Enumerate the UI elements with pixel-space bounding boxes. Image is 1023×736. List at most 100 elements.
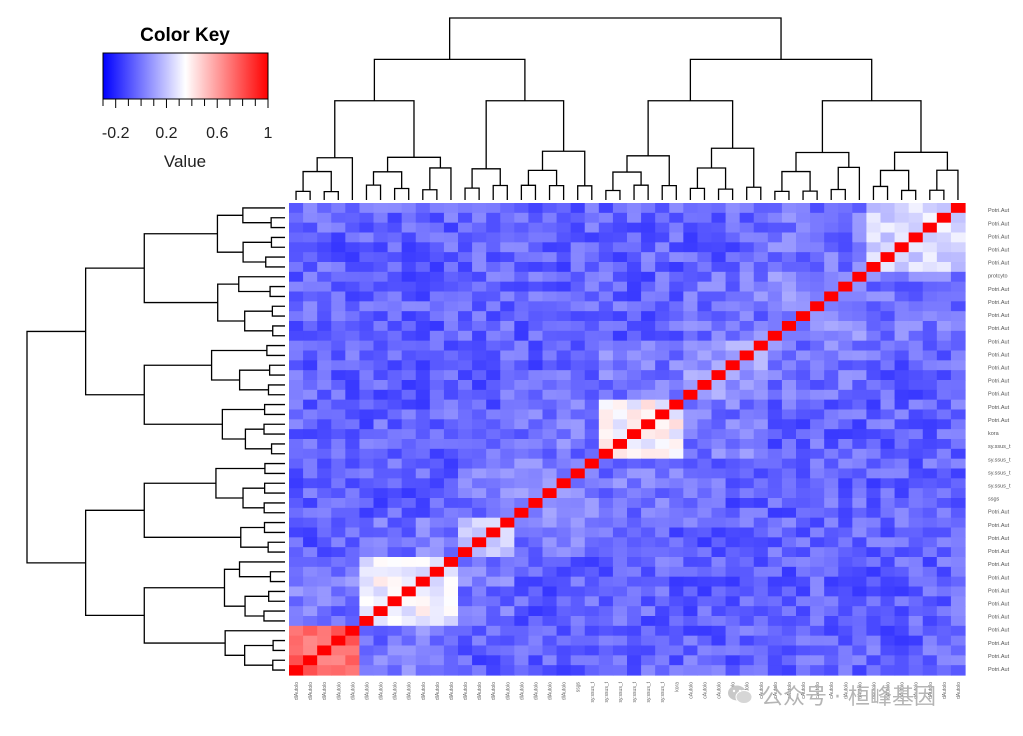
heatmap-cell <box>373 665 389 676</box>
heatmap-cell <box>443 340 459 352</box>
heatmap-cell <box>500 291 515 302</box>
heatmap-cell <box>950 665 966 676</box>
heatmap-cell <box>922 547 938 558</box>
column-label: sy.ssus_t <box>604 681 610 702</box>
heatmap-cell <box>584 566 600 578</box>
heatmap-cell <box>627 665 642 676</box>
heatmap-cell <box>810 232 825 243</box>
heatmap-cell <box>880 566 896 578</box>
heatmap-cell <box>514 399 530 411</box>
heatmap-cell <box>556 576 572 588</box>
heatmap-cell <box>697 321 713 332</box>
heatmap-cell <box>838 252 853 263</box>
row-label: Potri.Aut <box>988 667 1010 673</box>
heatmap-cell <box>655 458 670 470</box>
heatmap-cell <box>387 242 403 253</box>
heatmap-cell <box>514 232 530 243</box>
heatmap-cell <box>796 547 811 558</box>
heatmap-cell <box>880 262 896 273</box>
heatmap-cell <box>669 458 684 470</box>
heatmap-cell <box>627 350 642 361</box>
row-label: kora <box>988 431 1000 437</box>
heatmap-cell <box>443 566 459 578</box>
heatmap-cell <box>838 262 853 273</box>
heatmap-cell <box>289 212 304 224</box>
heatmap-cell <box>443 380 459 391</box>
heatmap-cell <box>838 557 853 568</box>
heatmap-cell <box>838 625 853 637</box>
heatmap-cell <box>950 330 966 342</box>
heatmap-cell <box>317 458 332 470</box>
heatmap-cell <box>359 586 375 597</box>
heatmap-cell <box>359 468 375 479</box>
heatmap-cell <box>472 448 487 460</box>
heatmap-cell <box>950 478 966 489</box>
heatmap-cell <box>936 340 952 352</box>
heatmap-cell <box>627 271 642 283</box>
heatmap-cell <box>655 360 670 371</box>
heatmap-cell <box>570 468 586 479</box>
heatmap-cell <box>528 596 544 607</box>
heatmap-cell <box>443 252 459 263</box>
heatmap-cell <box>401 439 417 450</box>
heatmap-cell <box>950 409 966 420</box>
heatmap-cell <box>908 262 924 273</box>
heatmap-cell <box>331 527 346 538</box>
heatmap-cell <box>486 596 501 607</box>
heatmap-cell <box>331 212 346 224</box>
column-label: kora <box>674 682 680 692</box>
dendrogram-branch <box>270 217 285 229</box>
heatmap-cell <box>894 557 910 568</box>
heatmap-cell <box>908 340 924 352</box>
heatmap-cell <box>781 350 797 361</box>
heatmap-cell <box>500 625 515 637</box>
heatmap-cell <box>359 606 375 617</box>
heatmap-cell <box>387 576 403 588</box>
heatmap-cell <box>317 448 332 460</box>
heatmap-cell <box>894 468 910 479</box>
heatmap-cell <box>810 527 825 538</box>
heatmap-cell <box>359 537 375 548</box>
heatmap-cell <box>936 537 952 548</box>
heatmap-cell <box>373 468 389 479</box>
heatmap-cell <box>725 566 741 578</box>
heatmap-cell <box>542 419 558 430</box>
heatmap-cell <box>317 252 332 263</box>
heatmap-cell <box>936 616 952 627</box>
dendrogram-branch <box>802 190 818 200</box>
heatmap-cell <box>598 399 614 411</box>
heatmap-cell <box>894 370 910 381</box>
dendrogram-branch <box>242 487 265 509</box>
heatmap-cell <box>598 409 614 420</box>
heatmap-cell <box>373 380 389 391</box>
heatmap-cell <box>852 488 868 499</box>
heatmap-cell <box>725 429 741 440</box>
heatmap-cell <box>838 212 853 224</box>
heatmap-cell <box>838 507 853 519</box>
heatmap-cell <box>739 665 755 676</box>
heatmap-cell <box>458 507 473 519</box>
heatmap-cell <box>753 606 769 617</box>
heatmap-cell <box>824 616 839 627</box>
heatmap-cell <box>852 350 868 361</box>
heatmap-cell <box>950 498 966 509</box>
heatmap-cell <box>767 321 783 332</box>
dendrogram-branch <box>272 639 285 652</box>
heatmap-cell <box>584 409 600 420</box>
heatmap-cell <box>880 330 896 342</box>
heatmap-cell <box>331 330 346 342</box>
heatmap-cell <box>627 635 642 647</box>
heatmap-cell <box>584 439 600 450</box>
heatmap-cell <box>655 517 670 529</box>
heatmap-cell <box>486 301 501 312</box>
heatmap-cell <box>387 222 403 234</box>
heatmap-cell <box>429 576 445 588</box>
heatmap-cell <box>528 665 544 676</box>
heatmap-cell <box>415 330 431 342</box>
heatmap-cell <box>556 439 572 450</box>
heatmap-cell <box>767 645 783 656</box>
heatmap-cell <box>359 340 375 352</box>
heatmap-cell <box>641 439 656 450</box>
heatmap-cell <box>500 370 515 381</box>
